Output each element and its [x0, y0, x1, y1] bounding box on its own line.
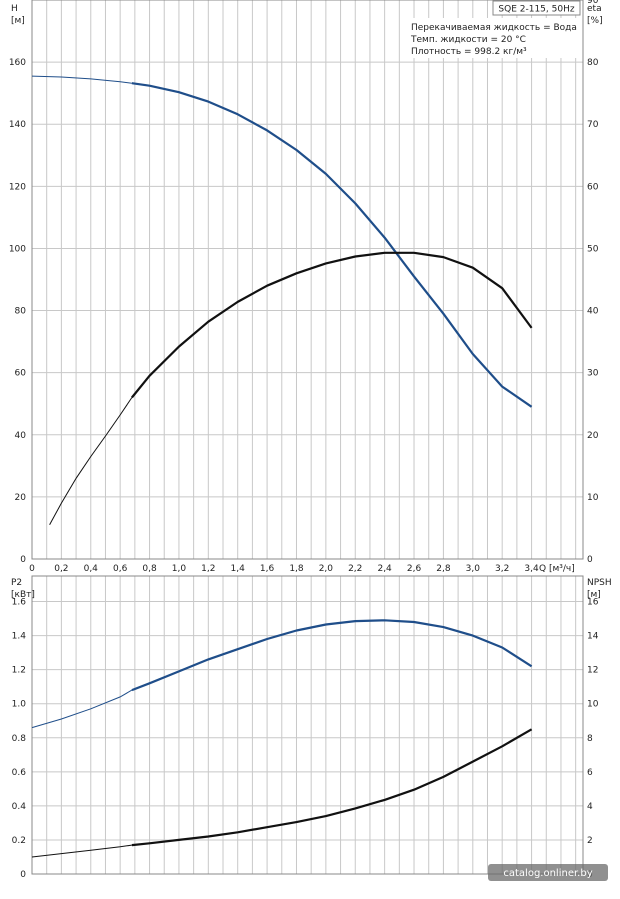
lower-left-axis-unit: [кВт] — [11, 590, 35, 600]
x-tick-label: 2,6 — [407, 564, 422, 574]
lower-left-tick-label: 0.6 — [12, 768, 27, 778]
upper-left-axis-unit: [м] — [11, 16, 25, 26]
upper-series-1-thin-line — [31, 75, 132, 84]
lower-left-axis-title: P2 — [11, 578, 22, 588]
x-tick-label: 2,0 — [319, 564, 334, 574]
x-tick-label: 1,4 — [231, 564, 246, 574]
info-line: Перекачиваемая жидкость = Вода — [411, 23, 577, 33]
x-tick-label: 2,4 — [377, 564, 392, 574]
upper-right-tick-label: 70 — [587, 120, 599, 130]
lower-right-tick-label: 6 — [587, 768, 593, 778]
watermark-bg — [488, 864, 608, 881]
lower-right-axis-unit: [м] — [587, 590, 601, 600]
lower-left-tick-label: 0 — [20, 870, 26, 880]
upper-series-2-thin-line — [49, 397, 133, 526]
info-block-bg — [410, 18, 580, 58]
lower-right-tick-label: 14 — [587, 632, 599, 642]
x-tick-label: 0,4 — [84, 564, 99, 574]
x-tick-label: 2,2 — [348, 564, 362, 574]
x-tick-label: 3,4 — [524, 564, 539, 574]
lower-right-axis-title: NPSH — [587, 578, 612, 588]
x-tick-label: 2,8 — [436, 564, 451, 574]
x-tick-label: 1,8 — [289, 564, 304, 574]
upper-right-tick-label: 30 — [587, 369, 599, 379]
upper-left-tick-label: 80 — [15, 307, 27, 317]
upper-left-tick-label: 0 — [20, 555, 26, 565]
lower-right-tick-label: 4 — [587, 802, 593, 812]
lower-plot-frame — [31, 575, 584, 875]
lower-series-2-thin-line — [31, 844, 132, 858]
upper-right-tick-label: 80 — [587, 58, 599, 68]
upper-series-2-bold-line — [131, 251, 533, 399]
x-tick-label: 0 — [29, 564, 35, 574]
upper-left-tick-label: 40 — [15, 431, 27, 441]
lower-left-tick-label: 1.2 — [12, 666, 26, 676]
watermark-text: catalog.onliner.by — [503, 868, 592, 879]
upper-left-tick-label: 120 — [9, 182, 26, 192]
lower-left-tick-label: 1.0 — [12, 700, 27, 710]
upper-left-tick-label: 140 — [9, 120, 26, 130]
upper-right-tick-label: 50 — [587, 244, 599, 254]
x-tick-label: 1,2 — [201, 564, 215, 574]
upper-right-tick-label: 0 — [587, 555, 593, 565]
model-label-box — [492, 0, 581, 16]
upper-right-tick-label: 20 — [587, 431, 599, 441]
x-tick-label: 0,8 — [142, 564, 157, 574]
lower-series-1-bold-line — [131, 619, 533, 692]
x-tick-label: 0,2 — [54, 564, 68, 574]
lower-left-tick-label: 0.8 — [12, 734, 27, 744]
lower-left-tick-label: 0.2 — [12, 836, 26, 846]
x-tick-label: 1,0 — [172, 564, 187, 574]
x-tick-label: 1,6 — [260, 564, 275, 574]
x-tick-label: 3,2 — [495, 564, 509, 574]
upper-right-axis-title: eta — [587, 4, 602, 14]
lower-right-tick-label: 16 — [587, 598, 599, 608]
upper-left-axis-title: H — [11, 4, 18, 14]
upper-right-tick-label: 10 — [587, 493, 599, 503]
lower-left-tick-label: 0.4 — [12, 802, 27, 812]
upper-right-tick-label: 60 — [587, 182, 599, 192]
upper-left-tick-label: 60 — [15, 369, 27, 379]
x-tick-label: 3,0 — [466, 564, 481, 574]
upper-right-tick-label: 40 — [587, 307, 599, 317]
upper-left-tick-label: 160 — [9, 58, 26, 68]
lower-series-2-bold-line — [131, 728, 533, 847]
upper-right-axis-unit: [%] — [587, 16, 603, 26]
lower-left-tick-label: 1.4 — [12, 632, 27, 642]
info-line: Плотность = 998.2 кг/м³ — [411, 47, 527, 57]
model-label: SQE 2-115, 50Hz — [498, 5, 574, 15]
lower-right-tick-label: 2 — [587, 836, 593, 846]
upper-right-tick-label: 90 — [587, 0, 599, 6]
x-axis-unit: Q [м³/ч] — [539, 564, 575, 574]
lower-series-1-thin-line — [31, 689, 133, 729]
upper-left-tick-label: 20 — [15, 493, 27, 503]
upper-series-1-bold-line — [131, 82, 533, 408]
lower-left-tick-label: 1.6 — [12, 598, 27, 608]
lower-right-tick-label: 12 — [587, 666, 598, 676]
lower-right-tick-label: 10 — [587, 700, 599, 710]
x-tick-label: 0,6 — [113, 564, 128, 574]
upper-plot-frame — [31, 0, 584, 560]
lower-right-tick-label: 8 — [587, 734, 593, 744]
info-line: Темп. жидкости = 20 °C — [410, 35, 526, 45]
upper-left-tick-label: 100 — [9, 244, 26, 254]
